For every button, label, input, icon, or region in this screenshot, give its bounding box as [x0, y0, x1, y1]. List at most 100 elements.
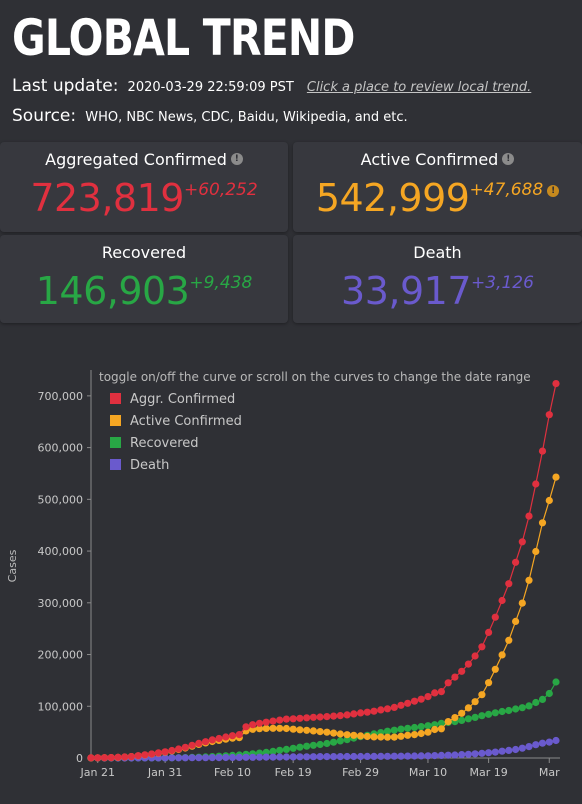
data-point[interactable]: [276, 746, 284, 754]
data-point[interactable]: [215, 754, 223, 762]
data-point[interactable]: [525, 576, 533, 584]
data-point[interactable]: [175, 754, 183, 762]
data-point[interactable]: [397, 732, 405, 740]
data-point[interactable]: [404, 699, 412, 707]
data-point[interactable]: [525, 512, 533, 520]
data-point[interactable]: [154, 749, 162, 757]
data-point[interactable]: [289, 715, 297, 723]
data-point[interactable]: [444, 718, 452, 726]
data-point[interactable]: [417, 695, 425, 703]
data-point[interactable]: [168, 754, 176, 762]
data-point[interactable]: [249, 721, 257, 729]
series-line[interactable]: [91, 681, 557, 759]
data-point[interactable]: [282, 724, 290, 733]
data-point[interactable]: [114, 753, 122, 761]
data-point[interactable]: [289, 744, 297, 752]
data-point[interactable]: [323, 753, 331, 761]
data-point[interactable]: [383, 727, 392, 735]
data-point[interactable]: [511, 617, 520, 625]
data-point[interactable]: [343, 731, 351, 739]
data-point[interactable]: [525, 743, 533, 751]
data-point[interactable]: [336, 712, 344, 720]
data-point[interactable]: [478, 749, 486, 757]
data-point[interactable]: [296, 714, 304, 722]
data-point[interactable]: [471, 713, 479, 721]
series-aggr-confirmed[interactable]: [87, 380, 560, 762]
data-point[interactable]: [410, 723, 419, 732]
data-point[interactable]: [444, 679, 452, 687]
legend-label[interactable]: Active Confirmed: [130, 414, 242, 429]
data-point[interactable]: [538, 519, 547, 527]
data-point[interactable]: [269, 724, 277, 732]
data-point[interactable]: [485, 679, 493, 687]
data-point[interactable]: [505, 746, 513, 754]
data-point[interactable]: [464, 660, 472, 668]
data-point[interactable]: [296, 726, 304, 734]
data-point[interactable]: [303, 742, 311, 750]
data-point[interactable]: [390, 752, 398, 760]
trend-chart-svg[interactable]: 0 100,000 200,000 300,000 400,000 500,000 600,…: [0, 360, 582, 800]
data-point[interactable]: [249, 753, 257, 761]
data-point[interactable]: [357, 732, 365, 740]
data-point[interactable]: [282, 753, 290, 761]
data-point[interactable]: [451, 673, 459, 681]
data-point[interactable]: [390, 726, 398, 734]
data-point[interactable]: [255, 753, 264, 761]
info-icon[interactable]: !: [230, 153, 243, 165]
data-point[interactable]: [532, 741, 540, 749]
data-point[interactable]: [417, 723, 425, 731]
data-point[interactable]: [222, 753, 230, 762]
data-point[interactable]: [181, 743, 189, 751]
data-point[interactable]: [471, 652, 479, 660]
data-point[interactable]: [552, 473, 560, 481]
data-point[interactable]: [397, 752, 405, 760]
data-point[interactable]: [350, 710, 358, 718]
data-point[interactable]: [161, 748, 169, 756]
data-point[interactable]: [316, 728, 324, 736]
data-point[interactable]: [269, 717, 277, 725]
data-point[interactable]: [464, 704, 472, 712]
data-point[interactable]: [491, 709, 499, 717]
data-point[interactable]: [269, 747, 277, 755]
data-point[interactable]: [538, 695, 547, 703]
data-point[interactable]: [235, 731, 243, 739]
data-point[interactable]: [491, 613, 499, 621]
data-point[interactable]: [397, 701, 405, 709]
data-point[interactable]: [276, 753, 284, 761]
data-point[interactable]: [330, 738, 338, 746]
data-point[interactable]: [107, 754, 115, 762]
data-point[interactable]: [511, 745, 520, 754]
data-point[interactable]: [168, 746, 176, 755]
data-point[interactable]: [424, 728, 432, 736]
data-point[interactable]: [478, 691, 486, 699]
data-point[interactable]: [175, 745, 183, 753]
data-point[interactable]: [262, 718, 270, 726]
info-icon[interactable]: !: [547, 185, 560, 197]
data-point[interactable]: [437, 688, 445, 696]
data-point[interactable]: [498, 596, 506, 605]
info-icon[interactable]: !: [502, 153, 515, 165]
data-point[interactable]: [255, 725, 264, 733]
trend-chart[interactable]: 0 100,000 200,000 300,000 400,000 500,000 600,…: [0, 360, 582, 800]
data-point[interactable]: [498, 747, 506, 755]
data-point[interactable]: [296, 753, 304, 761]
data-point[interactable]: [464, 750, 472, 758]
data-point[interactable]: [343, 752, 351, 761]
data-point[interactable]: [282, 715, 290, 723]
legend-swatch[interactable]: [110, 459, 121, 470]
data-point[interactable]: [269, 753, 277, 761]
data-point[interactable]: [518, 599, 526, 607]
data-point[interactable]: [94, 754, 102, 762]
data-point[interactable]: [330, 753, 338, 761]
data-point[interactable]: [410, 752, 419, 760]
data-point[interactable]: [242, 723, 250, 731]
legend-item[interactable]: Active Confirmed: [110, 414, 242, 429]
legend-swatch[interactable]: [110, 437, 121, 448]
data-point[interactable]: [316, 713, 324, 721]
data-point[interactable]: [276, 724, 284, 732]
legend-item[interactable]: Recovered: [110, 436, 199, 451]
data-point[interactable]: [552, 678, 560, 686]
data-point[interactable]: [545, 738, 553, 746]
series-active-confirmed[interactable]: [87, 473, 560, 762]
data-point[interactable]: [289, 725, 297, 733]
